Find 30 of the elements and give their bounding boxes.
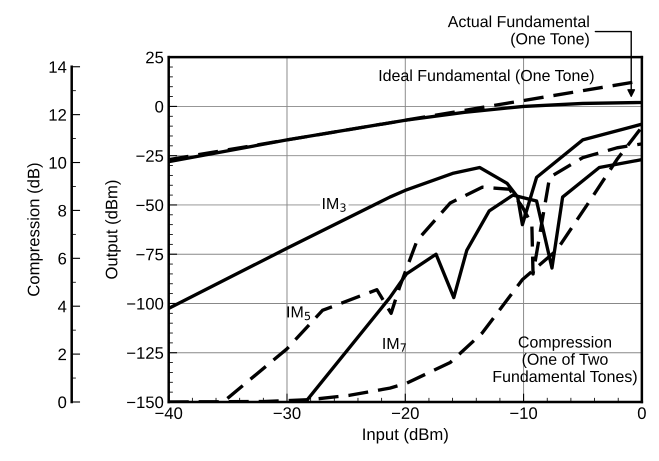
y2-tick-label: 10 [50, 156, 66, 169]
y2-tick-label: 12 [50, 109, 66, 121]
x-tick-label: −20 [392, 407, 419, 420]
y-tick-label: −75 [136, 248, 164, 260]
y2-tick-label: 4 [58, 300, 66, 312]
text: Actual Fundamental (One Tone) [448, 16, 589, 48]
y2-tick-label: 0 [58, 396, 66, 408]
y-tick-label: −50 [136, 199, 164, 212]
series-label: IM$_{3}$ [323, 198, 346, 212]
y-tick-label: 0 [155, 100, 164, 113]
y-tick-label: −25 [136, 150, 164, 162]
y2-axis-title: Compression (dB) [27, 163, 43, 296]
y-tick-label: 25 [146, 52, 164, 64]
x-tick-label: −40 [155, 407, 182, 420]
series-label: IM$_{5}$ [288, 306, 310, 320]
x-tick-label: 0 [638, 407, 646, 420]
y2-tick-label: 14 [50, 61, 66, 73]
y-tick-label: −150 [127, 396, 164, 408]
y2-tick-label: 6 [58, 252, 66, 265]
y-axis-title: Output (dBm) [105, 180, 121, 279]
series-label: IM$_{7}$ [383, 338, 406, 352]
x-axis-title: Input (dBm) [363, 428, 448, 444]
y2-tick-label: 8 [58, 204, 66, 217]
y2-tick-label: 2 [58, 348, 66, 360]
x-tick-label: −10 [510, 407, 538, 420]
x-tick-label: −30 [274, 407, 300, 420]
y-tick-label: −125 [127, 347, 164, 359]
series-label: Ideal Fundamental (One Tone) [380, 69, 594, 84]
series-label: Compression (One of Two Fundamental Tones) [494, 336, 637, 386]
y-tick-label: −100 [127, 298, 164, 310]
